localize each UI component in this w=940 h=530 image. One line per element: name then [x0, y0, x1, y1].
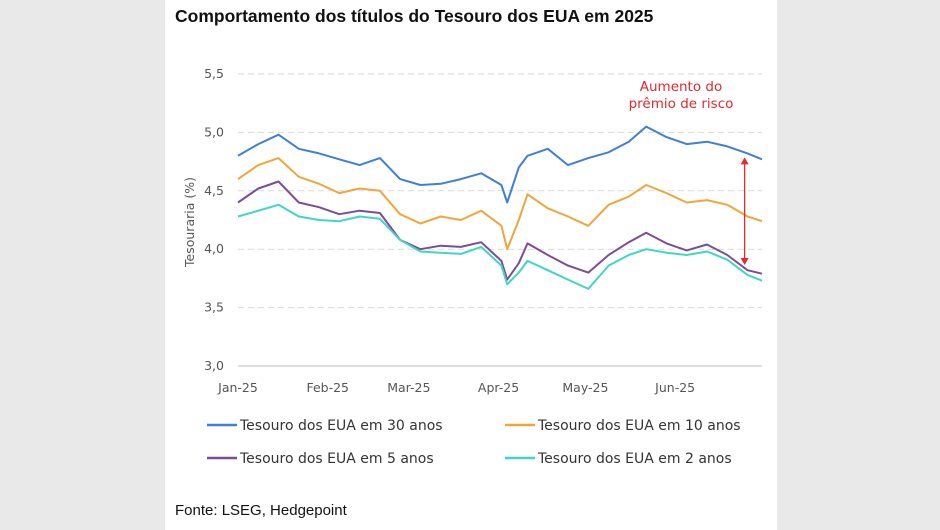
legend-label: Tesouro dos EUA em 2 anos [537, 451, 732, 467]
y-axis-label: Tesouraria (%) [182, 177, 197, 268]
x-tick-label: May-25 [562, 380, 608, 395]
x-tick-label: Feb-25 [306, 380, 349, 395]
series-line [237, 180, 763, 281]
x-tick-label: Mar-25 [387, 380, 430, 395]
series-line [237, 125, 763, 204]
legend-label: Tesouro dos EUA em 10 anos [537, 418, 741, 434]
chart-title: Comportamento dos títulos do Tesouro dos… [175, 6, 654, 26]
annotation-arrowhead-down [740, 258, 749, 266]
x-tick-label: Apr-25 [478, 380, 519, 395]
y-tick-label: 3,5 [204, 300, 224, 315]
annotation-arrowhead-up [740, 157, 749, 165]
y-tick-label: 5,0 [204, 124, 224, 139]
y-tick-label: 4,5 [204, 183, 224, 198]
legend-label: Tesouro dos EUA em 30 anos [239, 418, 443, 434]
y-tick-label: 3,0 [204, 358, 224, 373]
y-tick-label: 5,5 [204, 66, 224, 81]
source-note: Fonte: LSEG, Hedgepoint [175, 502, 347, 519]
series-line [237, 203, 763, 290]
annotation-box [600, 76, 762, 114]
annotation-text: Aumento do [640, 79, 722, 95]
x-tick-label: Jan-25 [217, 380, 258, 395]
annotation-text: prêmio de risco [629, 96, 734, 112]
legend-label: Tesouro dos EUA em 5 anos [239, 451, 434, 467]
series-line [237, 157, 763, 251]
x-tick-label: Jun-25 [654, 380, 695, 395]
y-tick-label: 4,0 [204, 241, 224, 256]
